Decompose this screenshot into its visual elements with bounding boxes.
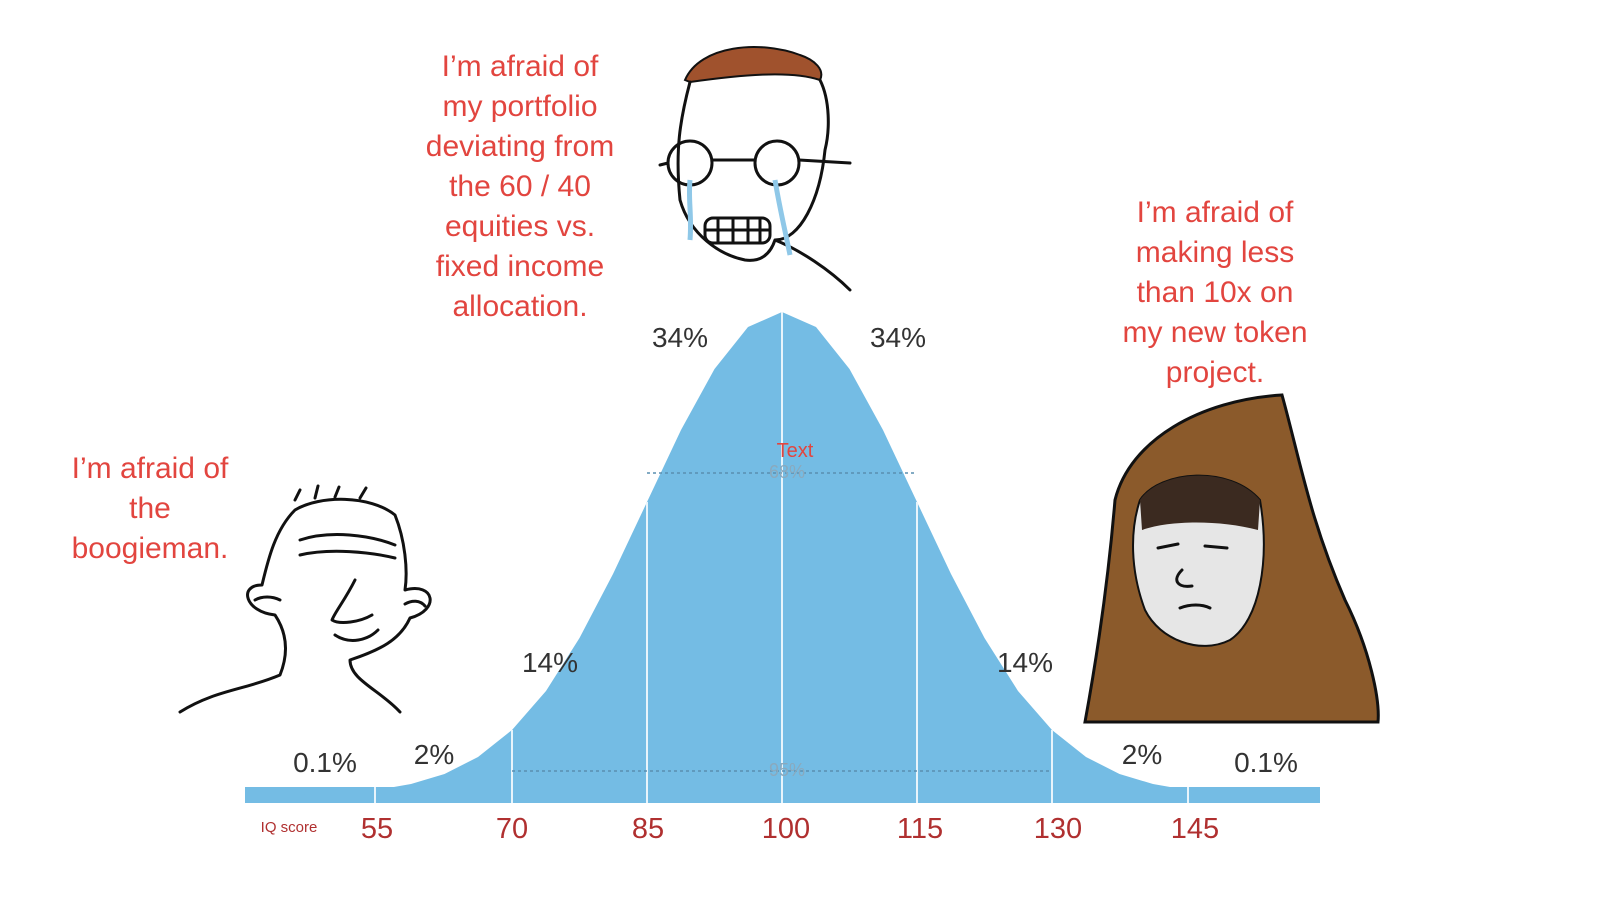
caption-line: my new token bbox=[1122, 316, 1307, 349]
caption-line: fixed income bbox=[436, 250, 604, 283]
middle-character bbox=[658, 46, 852, 292]
caption-line: I’m afraid of bbox=[1137, 196, 1294, 229]
caption-line: making less bbox=[1136, 236, 1294, 269]
x-tick-label: 145 bbox=[1171, 813, 1219, 845]
percent-label: 0.1% bbox=[293, 747, 357, 778]
x-tick-label: 55 bbox=[361, 813, 393, 845]
percent-label: 34% bbox=[870, 322, 926, 353]
range-lines bbox=[512, 472, 1052, 772]
percent-label: 14% bbox=[997, 647, 1053, 678]
percent-label: 2% bbox=[1122, 739, 1162, 770]
x-tick-label: 70 bbox=[496, 813, 528, 845]
range-label: 95% bbox=[769, 760, 805, 780]
percent-label: 2% bbox=[414, 739, 454, 770]
caption-line: my portfolio bbox=[442, 90, 597, 123]
left-character bbox=[178, 484, 432, 714]
caption-left: I’m afraid of the boogieman. bbox=[72, 452, 229, 565]
x-tick-label: 85 bbox=[632, 813, 664, 845]
percent-label: 0.1% bbox=[1234, 747, 1298, 778]
axis-label: IQ score bbox=[261, 819, 318, 836]
caption-line: I’m afraid of bbox=[72, 452, 229, 485]
caption-middle: I’m afraid of my portfolio deviating fro… bbox=[426, 50, 614, 323]
x-tick-label: 115 bbox=[897, 813, 943, 845]
caption-right: I’m afraid of making less than 10x on my… bbox=[1122, 196, 1307, 389]
caption-line: project. bbox=[1166, 356, 1264, 389]
percent-label: 14% bbox=[522, 647, 578, 678]
caption-line: boogieman. bbox=[72, 532, 229, 565]
x-tick-label: 100 bbox=[762, 813, 810, 845]
caption-line: the 60 / 40 bbox=[449, 170, 591, 203]
caption-line: equities vs. bbox=[445, 210, 595, 243]
right-character bbox=[1083, 393, 1380, 724]
percent-label: 34% bbox=[652, 322, 708, 353]
range-label: 68% bbox=[769, 462, 805, 482]
caption-line: allocation. bbox=[452, 290, 587, 323]
placeholder-text: Text bbox=[777, 440, 814, 462]
caption-line: deviating from bbox=[426, 130, 614, 163]
caption-line: I’m afraid of bbox=[442, 50, 599, 83]
caption-line: the bbox=[129, 492, 171, 525]
caption-line: than 10x on bbox=[1137, 276, 1294, 309]
divider-lines bbox=[374, 312, 1189, 803]
x-tick-label: 130 bbox=[1034, 813, 1082, 845]
